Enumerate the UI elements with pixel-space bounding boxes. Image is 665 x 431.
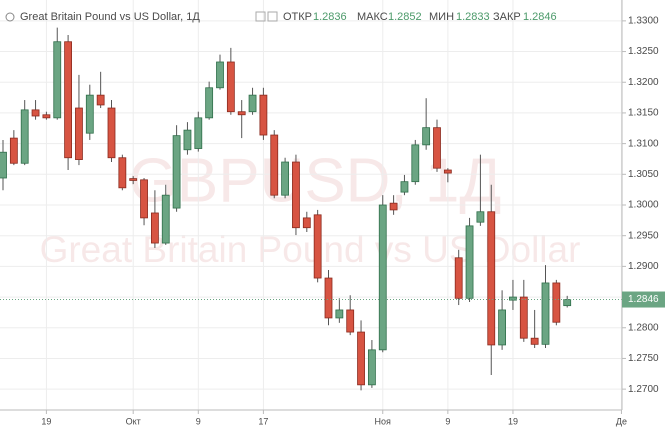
candle-body bbox=[259, 94, 268, 136]
low-value: 1.2833 bbox=[456, 11, 490, 23]
x-tick-label: Окт bbox=[126, 416, 141, 426]
candle-body bbox=[281, 161, 290, 196]
candle-body bbox=[443, 169, 452, 174]
y-tick-label: 1.3000 bbox=[628, 200, 659, 211]
candle-body bbox=[422, 127, 431, 146]
watermark-description: Great Britain Pound vs US Dollar bbox=[40, 229, 581, 270]
x-tick-label: 19 bbox=[508, 416, 518, 426]
y-tick-label: 1.3250 bbox=[628, 46, 659, 57]
x-tick-label: 17 bbox=[258, 416, 268, 426]
candle-body bbox=[226, 61, 235, 113]
x-tick-label: Де bbox=[616, 416, 627, 426]
candle-body bbox=[519, 296, 528, 339]
candle-body bbox=[216, 61, 224, 89]
candle-body bbox=[64, 41, 72, 159]
candle-body bbox=[476, 211, 485, 223]
low-label: МИН bbox=[429, 11, 454, 23]
last-price-box bbox=[622, 291, 665, 308]
candle-body bbox=[75, 107, 83, 160]
high-value: 1.2852 bbox=[388, 11, 422, 23]
candle-body bbox=[292, 161, 300, 229]
y-tick-label: 1.2700 bbox=[628, 384, 659, 395]
candle-body bbox=[129, 178, 138, 181]
candle-body bbox=[85, 94, 94, 134]
hide-icon[interactable] bbox=[267, 11, 278, 22]
candle-body bbox=[487, 211, 496, 346]
candle-body bbox=[509, 296, 517, 301]
candle-body bbox=[552, 282, 561, 323]
candle-body bbox=[42, 114, 51, 119]
candle-body bbox=[313, 214, 322, 279]
candle-body bbox=[530, 337, 539, 345]
candle-body bbox=[53, 41, 62, 119]
candle-body bbox=[31, 109, 40, 117]
candle-body bbox=[9, 137, 18, 164]
candle-body bbox=[563, 299, 572, 307]
x-tick-label: 19 bbox=[41, 416, 51, 426]
last-price-label: 1.2846 bbox=[628, 294, 659, 305]
candle-body bbox=[194, 117, 203, 149]
symbol-icon[interactable] bbox=[5, 12, 15, 22]
settings-icon[interactable] bbox=[255, 11, 266, 22]
candle-body bbox=[335, 309, 344, 319]
x-tick-label: 9 bbox=[445, 416, 450, 426]
y-tick-label: 1.3300 bbox=[628, 16, 659, 27]
y-tick-label: 1.2800 bbox=[628, 322, 659, 333]
candle-body bbox=[0, 151, 7, 179]
candle-body bbox=[161, 194, 170, 244]
candle-body bbox=[389, 202, 398, 211]
y-tick-label: 1.3100 bbox=[628, 138, 659, 149]
candle-body bbox=[150, 212, 159, 244]
candle-body bbox=[183, 129, 192, 151]
candle-body bbox=[140, 179, 148, 219]
high-label: МАКС bbox=[357, 11, 388, 23]
open-value: 1.2836 bbox=[313, 11, 347, 23]
close-label: ЗАКР bbox=[493, 11, 521, 23]
y-tick-label: 1.3150 bbox=[628, 108, 659, 119]
open-label: ОТКР bbox=[283, 11, 312, 23]
candle-body bbox=[498, 309, 507, 346]
x-tick-label: Ноя bbox=[375, 416, 392, 426]
chart-title: Great Britain Pound vs US Dollar, 1Д bbox=[20, 11, 200, 23]
y-tick-label: 1.2750 bbox=[628, 353, 659, 364]
candle-body bbox=[270, 134, 279, 196]
y-tick-label: 1.3200 bbox=[628, 77, 659, 88]
candle-body bbox=[205, 87, 214, 119]
close-value: 1.2846 bbox=[523, 11, 557, 23]
candle-body bbox=[378, 204, 387, 351]
candle-body bbox=[400, 181, 409, 193]
candle-body bbox=[237, 111, 246, 116]
y-tick-label: 1.3050 bbox=[628, 169, 659, 180]
candle-body bbox=[346, 309, 355, 333]
candle-body bbox=[433, 127, 441, 169]
candle-body bbox=[118, 157, 127, 189]
candle-body bbox=[172, 135, 181, 209]
candle-body bbox=[367, 349, 376, 386]
y-tick-label: 1.2950 bbox=[628, 230, 659, 241]
candle-body bbox=[465, 225, 474, 299]
candle-body bbox=[20, 109, 29, 164]
y-tick-label: 1.2900 bbox=[628, 261, 659, 272]
candle-body bbox=[357, 331, 365, 386]
candle-body bbox=[541, 282, 550, 345]
candle-body bbox=[107, 107, 116, 159]
candle-body bbox=[454, 257, 463, 299]
candle-body bbox=[411, 144, 420, 183]
x-tick-label: 9 bbox=[196, 416, 201, 426]
candle-body bbox=[302, 217, 311, 229]
candle-body bbox=[96, 94, 105, 106]
candle-body bbox=[248, 94, 257, 113]
candle-body bbox=[324, 277, 333, 319]
